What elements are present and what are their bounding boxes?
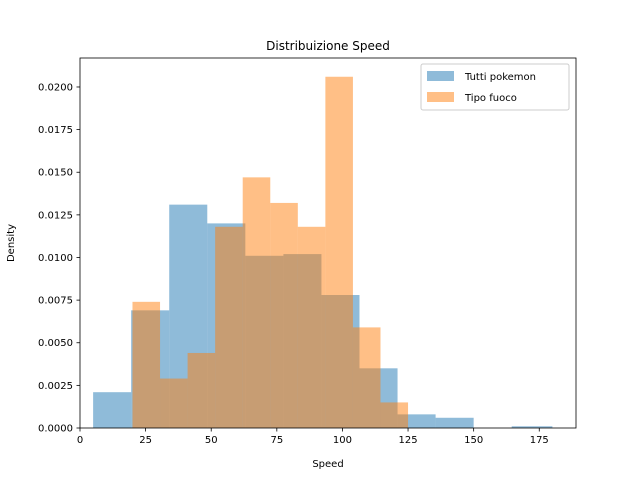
bar-series-1-bin-0 <box>132 301 161 428</box>
legend-swatch-tipo-fuoco <box>427 92 454 102</box>
y-axis-label: Density <box>6 224 17 262</box>
legend-label-tipo-fuoco: Tipo fuoco <box>464 93 517 104</box>
bar-series-1-bin-9 <box>380 402 409 428</box>
x-tick-label-6: 150 <box>464 435 483 446</box>
x-tick-label-4: 100 <box>333 435 352 446</box>
bar-series-1-bin-4 <box>242 177 271 428</box>
legend-box <box>420 63 570 111</box>
bars-layer <box>93 76 553 428</box>
x-tick-label-3: 75 <box>270 435 283 446</box>
y-tick-label-2: 0.0050 <box>38 338 73 349</box>
y-tick-label-7: 0.0175 <box>38 125 73 136</box>
bar-series-1-bin-6 <box>297 226 326 428</box>
y-tick-label-4: 0.0100 <box>38 253 73 264</box>
bar-series-0-bin-0 <box>93 392 132 428</box>
bar-series-1-bin-8 <box>352 327 381 428</box>
y-tick-label-8: 0.0200 <box>38 82 73 93</box>
y-tick-label-1: 0.0025 <box>38 381 73 392</box>
chart-title: Distribuizione Speed <box>266 39 390 53</box>
ticks-layer: 0 25 50 75 100 125 150 175 0.0000 0.0025 0.0050 0.0… <box>38 82 549 446</box>
y-tick-label-0: 0.0000 <box>38 424 73 435</box>
bar-series-1-bin-3 <box>215 226 243 428</box>
x-tick-label-7: 175 <box>530 435 549 446</box>
y-tick-label-3: 0.0075 <box>38 296 73 307</box>
y-tick-label-6: 0.0150 <box>38 168 73 179</box>
bar-series-0-bin-11 <box>511 426 553 428</box>
y-tick-label-5: 0.0125 <box>38 210 73 221</box>
bar-series-1-bin-5 <box>270 202 298 428</box>
legend-label-tutti-pokemon: Tutti pokemon <box>464 72 536 83</box>
x-tick-label-2: 50 <box>205 435 218 446</box>
x-axis-label: Speed <box>312 459 343 470</box>
legend-swatch-tutti-pokemon <box>427 71 454 81</box>
plot-frame <box>79 57 577 429</box>
x-tick-label-1: 25 <box>139 435 152 446</box>
bar-series-0-bin-9 <box>435 417 474 428</box>
legend: Tutti pokemon Tipo fuoco <box>420 63 570 111</box>
x-tick-label-5: 125 <box>398 435 417 446</box>
bar-series-1-bin-1 <box>160 378 188 428</box>
x-tick-label-0: 0 <box>77 435 83 446</box>
bar-series-1-bin-7 <box>325 76 353 428</box>
bar-series-1-bin-2 <box>187 352 216 428</box>
